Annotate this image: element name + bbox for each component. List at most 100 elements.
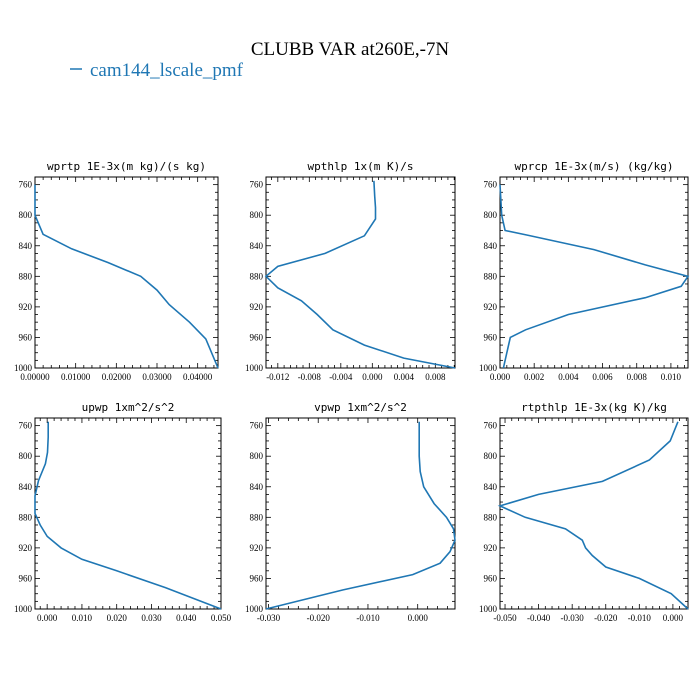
- y-tick-label: 760: [484, 421, 498, 431]
- x-tick-label: 0.008: [627, 372, 648, 382]
- x-tick-label: -0.020: [307, 613, 331, 623]
- y-tick-label: 800: [484, 451, 498, 461]
- y-tick-label: 760: [484, 180, 498, 190]
- x-tick-label: 0.000: [663, 613, 684, 623]
- series-line: [499, 184, 690, 369]
- series-line: [265, 421, 456, 610]
- panel-title: wprtp 1E-3x(m kg)/(s kg): [47, 160, 206, 173]
- x-tick-label: 0.020: [107, 613, 128, 623]
- series-line: [264, 180, 456, 369]
- x-tick-label: 0.010: [72, 613, 93, 623]
- x-tick-label: 0.030: [141, 613, 162, 623]
- y-tick-label: 800: [250, 210, 264, 220]
- panel-title: rtpthlp 1E-3x(kg K)/kg: [521, 401, 667, 414]
- legend: cam144_lscale_pmf: [70, 60, 244, 81]
- x-tick-label: 0.004: [558, 372, 579, 382]
- x-tick-label: 0.000: [37, 613, 58, 623]
- x-tick-label: 0.008: [425, 372, 446, 382]
- x-tick-label: -0.030: [257, 613, 281, 623]
- y-tick-label: 840: [250, 482, 264, 492]
- x-tick-label: 0.000: [408, 613, 429, 623]
- panel-title: vpwp 1xm^2/s^2: [314, 401, 407, 414]
- series-line: [34, 184, 219, 369]
- x-tick-label: -0.012: [266, 372, 289, 382]
- y-tick-label: 760: [250, 180, 264, 190]
- y-tick-label: 920: [19, 543, 33, 553]
- x-tick-label: 0.040: [176, 613, 197, 623]
- y-tick-label: 880: [484, 512, 498, 522]
- y-tick-label: 920: [19, 302, 33, 312]
- panels: wprtp 1E-3x(m kg)/(s kg) 760 800 840 880 920 9…: [14, 160, 690, 623]
- y-tick-label: 1000: [245, 363, 264, 373]
- plot-frame: [499, 417, 689, 610]
- y-tick-label: 800: [484, 210, 498, 220]
- x-tick-label: 0.002: [524, 372, 544, 382]
- y-tick-label: 1000: [479, 363, 498, 373]
- panel-6: rtpthlp 1E-3x(kg K)/kg 760 800 840 880 920 960…: [479, 401, 689, 623]
- x-tick-label: 0.000: [490, 372, 511, 382]
- y-tick-label: 880: [19, 512, 33, 522]
- y-tick-label: 960: [19, 573, 33, 583]
- panel-title: wpthlp 1x(m K)/s: [308, 160, 414, 173]
- x-tick-label: 0.04000: [183, 372, 213, 382]
- x-tick-label: 0.02000: [102, 372, 132, 382]
- series-line: [497, 421, 689, 610]
- y-tick-label: 800: [19, 210, 33, 220]
- y-tick-label: 760: [19, 421, 33, 431]
- y-tick-label: 840: [250, 241, 264, 251]
- y-tick-label: 1000: [245, 604, 264, 614]
- y-tick-label: 840: [484, 241, 498, 251]
- x-tick-label: -0.010: [628, 613, 652, 623]
- y-tick-label: 960: [250, 573, 264, 583]
- y-tick-label: 840: [484, 482, 498, 492]
- y-tick-label: 800: [250, 451, 264, 461]
- x-tick-label: 0.004: [394, 372, 415, 382]
- y-tick-label: 880: [19, 271, 33, 281]
- x-tick-label: -0.020: [594, 613, 618, 623]
- y-tick-label: 760: [250, 421, 264, 431]
- y-tick-label: 880: [250, 271, 264, 281]
- panel-3: wprcp 1E-3x(m/s) (kg/kg) 760 800 840 880 920 9…: [479, 160, 690, 382]
- figure-title: CLUBB VAR at260E,-7N: [251, 39, 450, 60]
- x-tick-label: 0.000: [362, 372, 383, 382]
- panel-1: wprtp 1E-3x(m kg)/(s kg) 760 800 840 880 920 9…: [14, 160, 219, 382]
- y-tick-label: 760: [19, 180, 33, 190]
- x-tick-label: -0.030: [561, 613, 585, 623]
- y-tick-label: 960: [484, 332, 498, 342]
- x-tick-label: 0.010: [661, 372, 682, 382]
- y-tick-label: 960: [19, 332, 33, 342]
- y-tick-label: 840: [19, 482, 33, 492]
- x-tick-label: -0.010: [356, 613, 380, 623]
- y-tick-label: 880: [250, 512, 264, 522]
- y-tick-label: 960: [250, 332, 264, 342]
- y-tick-label: 840: [19, 241, 33, 251]
- x-tick-label: -0.004: [329, 372, 353, 382]
- y-tick-label: 1000: [14, 604, 33, 614]
- y-tick-label: 800: [19, 451, 33, 461]
- panel-4: upwp 1xm^2/s^2 760 800 840 880 920 960 1000 0.00…: [14, 401, 232, 623]
- plot-frame: [34, 176, 219, 369]
- x-tick-label: 0.00000: [20, 372, 50, 382]
- x-tick-label: 0.050: [211, 613, 232, 623]
- x-tick-label: 0.006: [592, 372, 613, 382]
- panel-title: wprcp 1E-3x(m/s) (kg/kg): [515, 160, 674, 173]
- y-tick-label: 920: [484, 302, 498, 312]
- y-tick-label: 1000: [14, 363, 33, 373]
- legend-label: cam144_lscale_pmf: [90, 60, 244, 81]
- y-tick-label: 880: [484, 271, 498, 281]
- panel-2: wpthlp 1x(m K)/s7608008408809209601000-0…: [245, 160, 456, 382]
- series-line: [34, 421, 222, 610]
- plot-frame: [265, 417, 456, 610]
- y-tick-label: 920: [250, 543, 264, 553]
- x-tick-label: 0.01000: [61, 372, 91, 382]
- x-tick-label: -0.050: [493, 613, 517, 623]
- x-tick-label: -0.008: [298, 372, 322, 382]
- x-tick-label: -0.040: [527, 613, 551, 623]
- plot-frame: [265, 176, 456, 369]
- panel-title: upwp 1xm^2/s^2: [82, 401, 175, 414]
- y-tick-label: 1000: [479, 604, 498, 614]
- y-tick-label: 920: [250, 302, 264, 312]
- plot-frame: [34, 417, 222, 610]
- y-tick-label: 920: [484, 543, 498, 553]
